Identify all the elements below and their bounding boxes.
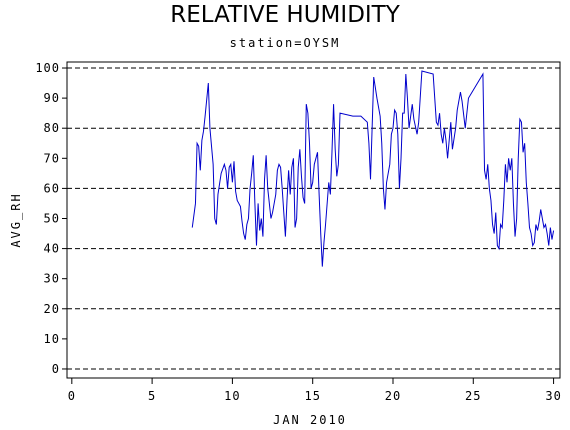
x-tick-label: 15 [304, 389, 320, 403]
x-tick-label: 10 [224, 389, 240, 403]
x-tick-label: 5 [148, 389, 156, 403]
y-axis-label: AVG_RH [9, 192, 23, 247]
y-tick-label: 10 [44, 332, 60, 346]
y-tick-label: 0 [52, 362, 60, 376]
x-axis-label: JAN 2010 [273, 413, 347, 427]
plot-frame [66, 61, 561, 379]
data-line [191, 70, 555, 267]
chart-title: RELATIVE HUMIDITY [170, 2, 401, 28]
y-tick-label: 70 [44, 151, 60, 165]
y-tick-label: 60 [44, 181, 60, 195]
y-tick-label: 20 [44, 302, 60, 316]
x-tick-label: 0 [68, 389, 76, 403]
y-tick-label: 100 [35, 61, 60, 75]
x-tick-label: 20 [385, 389, 401, 403]
y-tick-label: 50 [44, 211, 60, 225]
y-tick-label: 40 [44, 242, 60, 256]
x-tick-label: 30 [545, 389, 561, 403]
chart-subtitle: station=OYSM [230, 36, 341, 50]
y-tick-label: 90 [44, 91, 60, 105]
x-tick-label: 25 [465, 389, 481, 403]
y-tick-label: 80 [44, 121, 60, 135]
y-tick-label: 30 [44, 272, 60, 286]
